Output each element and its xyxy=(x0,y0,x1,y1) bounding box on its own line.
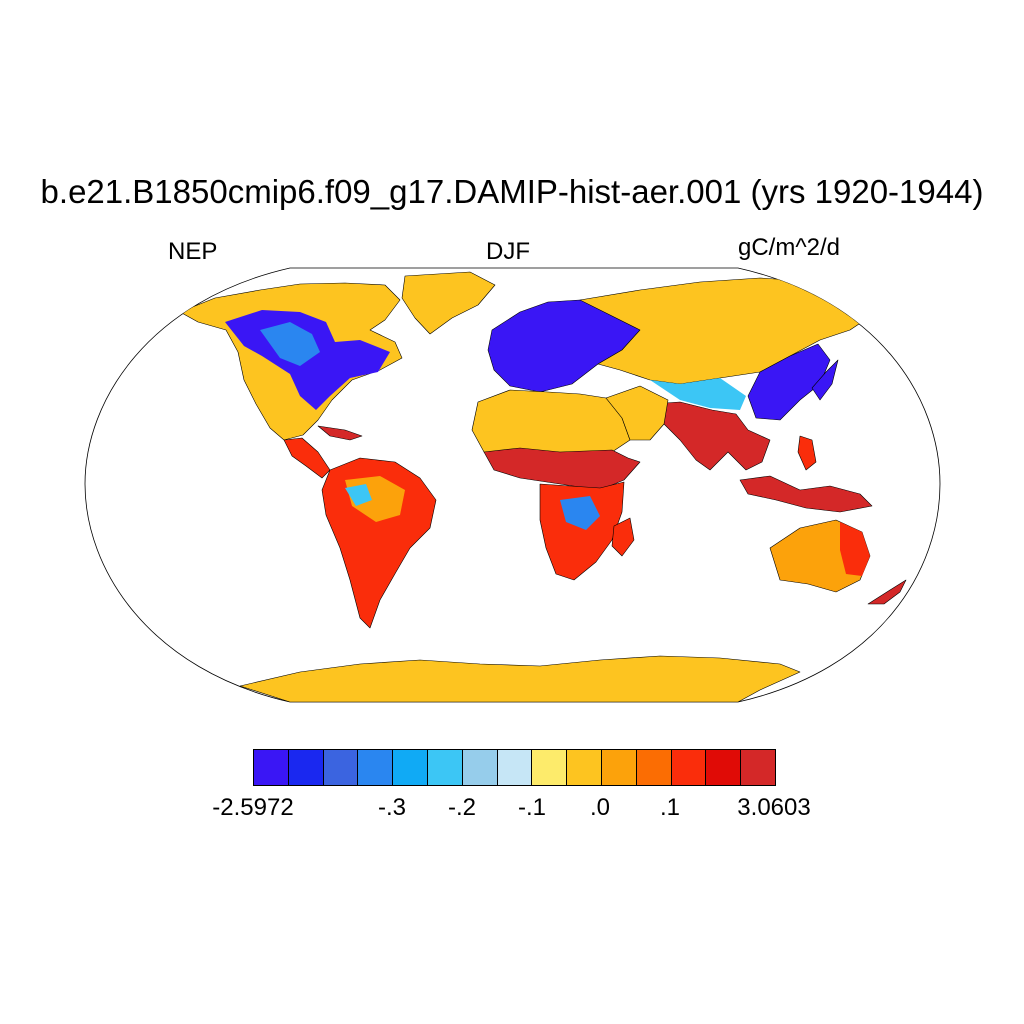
region-africa-south xyxy=(539,481,625,581)
region-africa-sahel xyxy=(483,447,641,491)
colorbar-swatch xyxy=(601,749,637,786)
colorbar-swatch xyxy=(427,749,463,786)
region-central-america xyxy=(283,437,331,479)
region-south-asia xyxy=(649,401,771,471)
colorbar-swatch xyxy=(392,749,428,786)
region-caribbean xyxy=(317,425,363,441)
colorbar-swatch xyxy=(670,749,707,786)
colorbar-swatch xyxy=(740,749,776,786)
region-greenland xyxy=(401,271,496,335)
region-antarctica xyxy=(239,655,801,702)
colorbar-tick-label: -2.5972 xyxy=(212,794,294,821)
colorbar-swatch xyxy=(322,749,359,786)
colorbar-swatch xyxy=(496,749,533,786)
colorbar-tick-label: 3.0603 xyxy=(737,794,811,821)
region-amazon-blue xyxy=(345,484,372,506)
colorbar-swatch xyxy=(461,749,498,786)
colorbar-swatch xyxy=(635,749,672,786)
region-us-light xyxy=(260,322,320,366)
colorbar-swatch xyxy=(566,749,602,786)
region-australia-east xyxy=(840,522,870,576)
region-central-asia-blue xyxy=(650,378,746,410)
units-label: gC/m^2/d xyxy=(738,234,840,261)
region-indonesia xyxy=(739,475,873,513)
colorbar-tick-label: .1 xyxy=(659,794,681,821)
colorbar-tick-label: -.3 xyxy=(377,794,407,821)
colorbar-swatch xyxy=(253,749,289,786)
region-japan xyxy=(811,359,839,401)
colorbar-swatch xyxy=(287,749,324,786)
region-asia-east-blue xyxy=(747,343,831,421)
region-west-us xyxy=(244,350,286,410)
map-title: b.e21.B1850cmip6.f09_g17.DAMIP-hist-aer.… xyxy=(40,173,984,210)
season-label: DJF xyxy=(486,238,530,265)
variable-label: NEP xyxy=(168,238,218,265)
colorbar-tick-label: -.2 xyxy=(447,794,477,821)
region-new-zealand xyxy=(867,579,907,605)
region-madagascar xyxy=(611,517,635,557)
colorbar-swatch xyxy=(357,749,394,786)
region-south-america xyxy=(321,457,437,629)
region-middle-east xyxy=(605,385,669,441)
colorbar-swatch xyxy=(705,749,742,786)
colorbar-swatch xyxy=(531,749,568,786)
region-philippines xyxy=(797,435,817,471)
colorbar-tick-label: -.1 xyxy=(517,794,547,821)
region-africa-north xyxy=(471,389,631,461)
region-africa-blue xyxy=(560,496,600,530)
colorbar-tick-label: .0 xyxy=(589,794,611,821)
